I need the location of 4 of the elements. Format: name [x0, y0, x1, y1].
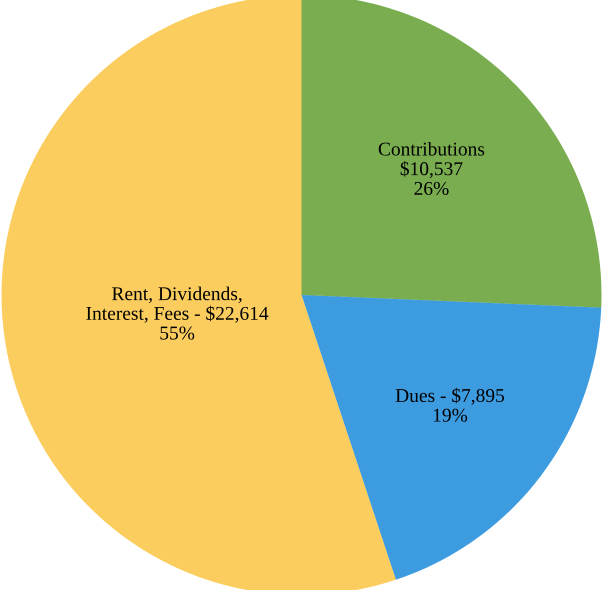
slice-label: Dues - $7,895 19% — [396, 388, 504, 422]
slice-label: Rent, Dividends, Interest, Fees - $22,614 55% — [86, 286, 268, 340]
slice-label: Contributions — [378, 142, 484, 156]
data-label: $10,537 26% — [400, 161, 462, 196]
